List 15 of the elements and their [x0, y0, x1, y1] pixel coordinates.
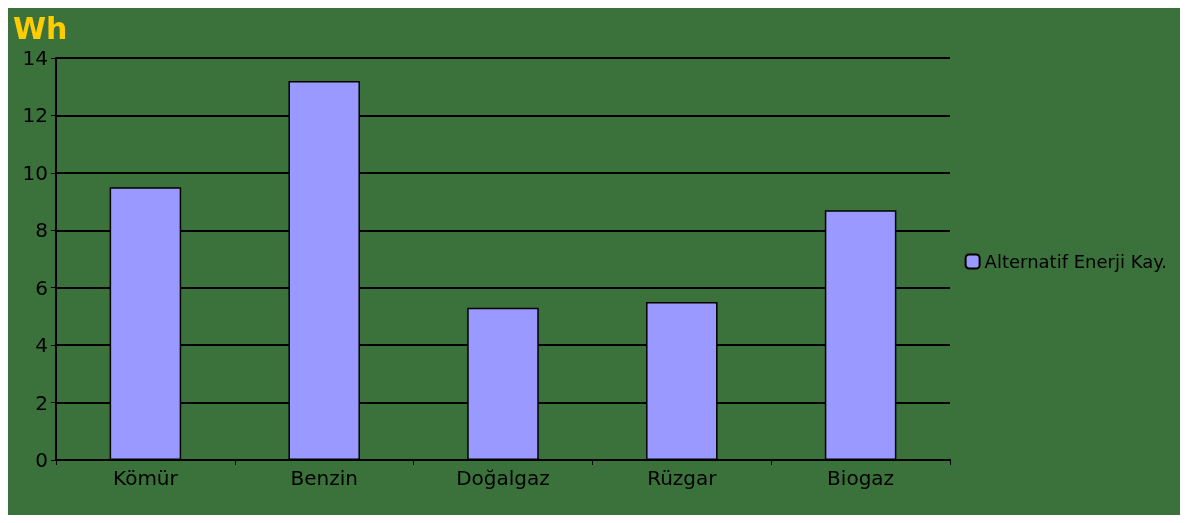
chart-title: Wh — [13, 10, 68, 46]
y-tick-label: 12 — [22, 103, 48, 128]
x-tick-label: Benzin — [290, 466, 358, 490]
x-tick-label: Rüzgar — [647, 466, 718, 490]
x-tick-label: Kömür — [113, 466, 179, 490]
y-tick-label: 10 — [22, 160, 48, 185]
y-tick-label: 8 — [35, 218, 48, 243]
y-tick-label: 2 — [35, 390, 48, 415]
x-tick-label: Biogaz — [827, 466, 895, 490]
legend-label: Alternatif Enerji Kay. — [984, 251, 1167, 272]
y-tick-label: 4 — [35, 333, 48, 358]
y-tick-label: 0 — [35, 448, 48, 472]
x-tick-label: Doğalgaz — [456, 466, 550, 490]
y-tick-label: 6 — [35, 275, 48, 300]
y-tick-label: 14 — [22, 46, 48, 70]
